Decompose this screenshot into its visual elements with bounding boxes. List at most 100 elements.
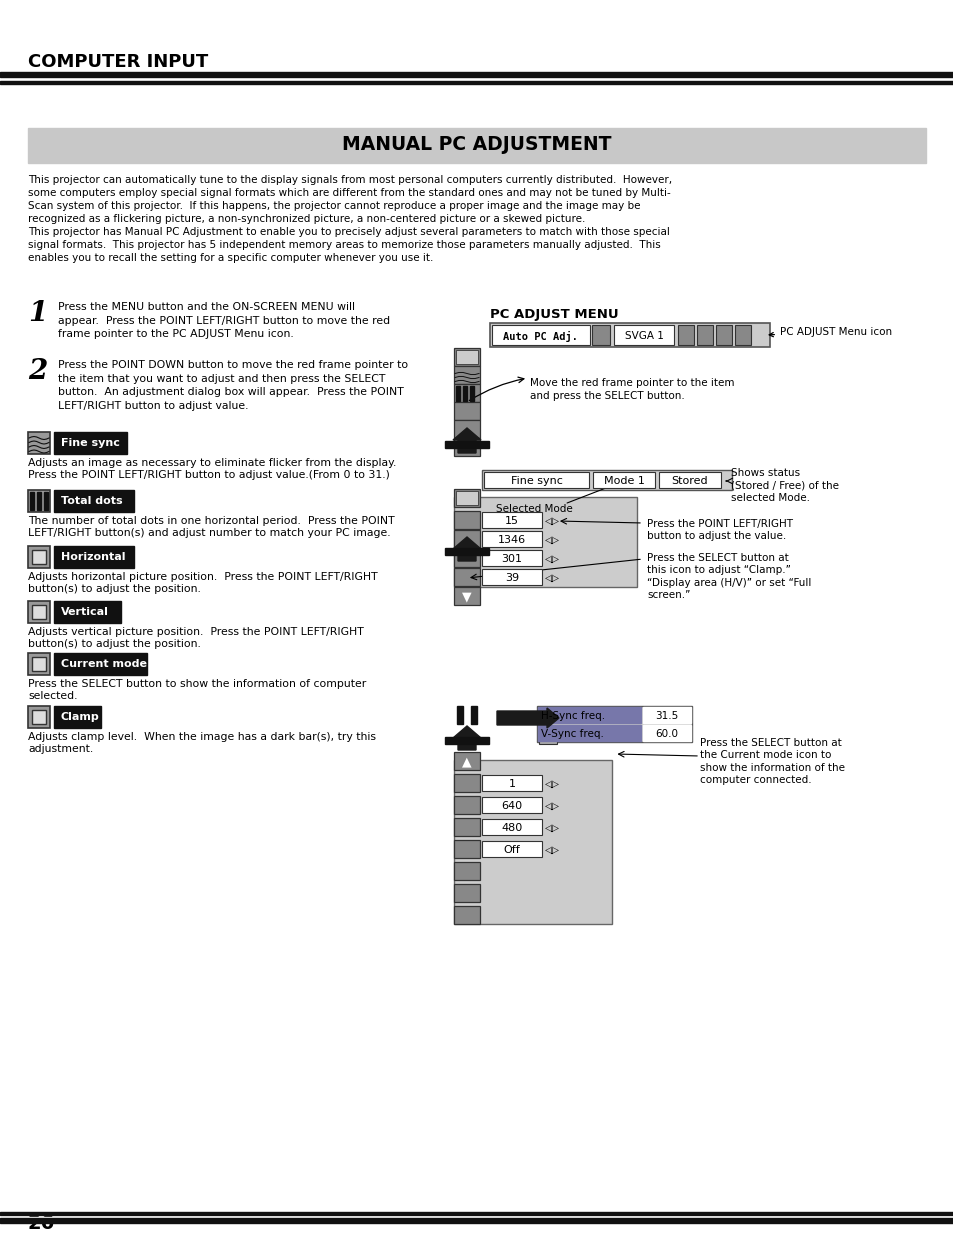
Bar	[28, 653, 50, 676]
Bar	[454, 587, 479, 605]
Text: Fine sync: Fine sync	[61, 438, 120, 448]
Bar	[32, 551, 46, 563]
Text: Press the MENU button and the ON-SCREEN MENU will
appear.  Press the POINT LEFT/: Press the MENU button and the ON-SCREEN …	[58, 303, 390, 340]
Text: 1: 1	[28, 300, 48, 327]
Text: 31.5: 31.5	[655, 711, 678, 721]
Text: Scan system of this projector.  If this happens, the projector cannot reproduce : Scan system of this projector. If this h…	[28, 201, 639, 211]
Text: Adjusts horizontal picture position.  Press the POINT LEFT/RIGHT: Adjusts horizontal picture position. Pre…	[28, 572, 377, 582]
Bar	[538, 726, 557, 743]
Text: enables you to recall the setting for a specific computer whenever you use it.: enables you to recall the setting for a …	[28, 253, 433, 263]
Bar	[32, 605, 46, 619]
Bar	[28, 490, 50, 513]
Bar	[454, 760, 612, 924]
Bar	[0, 72, 953, 77]
Bar	[678, 325, 693, 345]
Bar	[614, 325, 673, 345]
Text: This projector can automatically tune to the display signals from most personal : This projector can automatically tune to…	[28, 175, 672, 185]
Text: ▼: ▼	[461, 590, 472, 604]
Text: PC ADJUST MENU: PC ADJUST MENU	[490, 308, 618, 321]
Text: 1346: 1346	[497, 535, 525, 545]
Bar	[470, 387, 474, 401]
Bar	[456, 387, 459, 401]
Bar	[454, 348, 479, 366]
Text: Press the POINT LEFT/RIGHT
button to adjust the value.: Press the POINT LEFT/RIGHT button to adj…	[646, 519, 792, 541]
Bar	[734, 325, 750, 345]
Bar	[28, 601, 50, 622]
Bar	[54, 653, 147, 676]
Bar	[481, 569, 541, 585]
Text: COMPUTER INPUT: COMPUTER INPUT	[28, 53, 208, 70]
Bar	[28, 432, 50, 454]
Bar	[537, 706, 691, 742]
Bar	[697, 325, 712, 345]
Bar	[454, 438, 479, 456]
Text: Fine sync: Fine sync	[510, 475, 562, 487]
Text: H-Sync freq.: H-Sync freq.	[540, 711, 604, 721]
Bar	[642, 706, 690, 722]
Bar	[454, 489, 479, 508]
Text: Press the SELECT button at
the Current mode icon to
show the information of the
: Press the SELECT button at the Current m…	[700, 739, 844, 785]
Bar	[481, 513, 541, 529]
Text: Stored: Stored	[671, 475, 707, 487]
Text: 60.0: 60.0	[655, 729, 678, 739]
Text: Auto PC Adj.: Auto PC Adj.	[503, 331, 578, 342]
Bar	[444, 548, 489, 555]
Bar	[454, 906, 479, 924]
Bar	[54, 432, 128, 454]
Bar	[444, 737, 489, 743]
Text: Adjusts an image as necessary to eliminate flicker from the display.: Adjusts an image as necessary to elimina…	[28, 458, 395, 468]
Bar	[454, 366, 479, 384]
Text: Press the SELECT button to show the information of computer: Press the SELECT button to show the info…	[28, 679, 366, 689]
Text: adjustment.: adjustment.	[28, 743, 93, 755]
Text: 26: 26	[28, 1214, 55, 1233]
Bar	[44, 492, 48, 510]
Text: selected.: selected.	[28, 692, 77, 701]
Text: Selected Mode: Selected Mode	[496, 504, 572, 514]
Text: ◁▷: ◁▷	[544, 779, 559, 789]
Bar	[492, 325, 589, 345]
Text: Press the POINT LEFT/RIGHT button to adjust value.(From 0 to 31.): Press the POINT LEFT/RIGHT button to adj…	[28, 471, 390, 480]
Bar	[37, 492, 41, 510]
Text: ◁▷: ◁▷	[544, 802, 559, 811]
FancyArrow shape	[453, 429, 480, 453]
Text: Off: Off	[503, 845, 519, 855]
FancyArrow shape	[497, 708, 558, 727]
Bar	[456, 492, 477, 505]
Text: ◁▷: ◁▷	[544, 573, 559, 583]
Bar	[454, 530, 479, 548]
Bar	[537, 725, 640, 741]
Text: button(s) to adjust the position.: button(s) to adjust the position.	[28, 584, 201, 594]
Bar	[481, 819, 541, 835]
Bar	[454, 511, 479, 529]
Text: some computers employ special signal formats which are different from the standa: some computers employ special signal for…	[28, 188, 670, 198]
Text: ◁▷: ◁▷	[544, 555, 559, 564]
Bar	[0, 1218, 953, 1223]
Text: signal formats.  This projector has 5 independent memory areas to memorize those: signal formats. This projector has 5 ind…	[28, 240, 660, 249]
Text: Shows status
(Stored / Free) of the
selected Mode.: Shows status (Stored / Free) of the sele…	[730, 468, 838, 503]
Text: V-Sync freq.: V-Sync freq.	[540, 729, 603, 739]
Text: Current mode: Current mode	[61, 659, 147, 669]
Bar	[454, 403, 479, 420]
Text: Adjusts vertical picture position.  Press the POINT LEFT/RIGHT: Adjusts vertical picture position. Press…	[28, 627, 363, 637]
Bar	[462, 387, 467, 401]
FancyArrow shape	[453, 726, 480, 750]
Text: button(s) to adjust the position.: button(s) to adjust the position.	[28, 638, 201, 650]
Text: Clamp: Clamp	[61, 713, 100, 722]
Bar	[454, 774, 479, 792]
Bar	[28, 706, 50, 727]
Text: The number of total dots in one horizontal period.  Press the POINT: The number of total dots in one horizont…	[28, 516, 395, 526]
Bar	[454, 840, 479, 858]
Text: 301: 301	[501, 555, 522, 564]
Bar	[716, 325, 731, 345]
Bar	[0, 80, 953, 82]
Text: ◁▷: ◁▷	[544, 845, 559, 855]
Bar	[456, 706, 462, 724]
Bar	[481, 841, 541, 857]
Bar	[642, 725, 690, 741]
Text: SVGA 1: SVGA 1	[624, 331, 662, 341]
Bar	[28, 546, 50, 568]
Bar	[454, 752, 479, 769]
Bar	[454, 420, 479, 438]
Bar	[54, 601, 121, 622]
Text: PC ADJUST Menu icon: PC ADJUST Menu icon	[768, 327, 891, 337]
